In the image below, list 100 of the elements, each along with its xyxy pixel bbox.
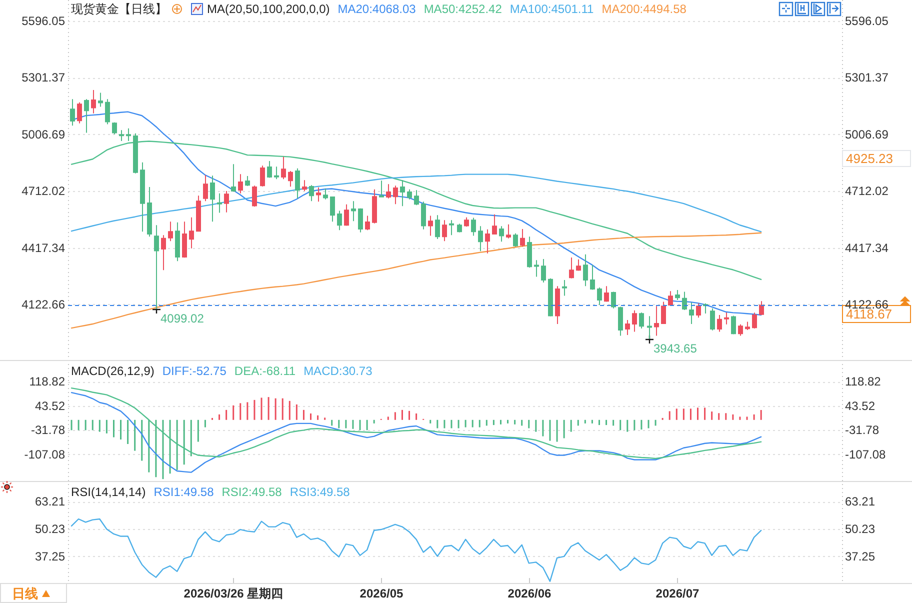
x-tick-label: 2026/05 xyxy=(360,586,404,600)
candlestick xyxy=(625,319,630,336)
candlestick xyxy=(569,256,574,279)
candlestick xyxy=(105,98,110,125)
x-tick-label: 2026/03/26 星期四 xyxy=(184,586,284,600)
candlestick xyxy=(337,210,342,231)
line-series xyxy=(70,174,762,232)
candlestick xyxy=(745,321,750,330)
y2-tick-label: 43.52 xyxy=(845,398,876,413)
y-tick-label: -107.08 xyxy=(24,447,66,462)
candlestick xyxy=(274,166,279,180)
candlestick xyxy=(583,254,588,287)
chart-title: RSI(14,14,14) xyxy=(71,485,146,499)
candlestick xyxy=(344,204,349,226)
candlestick xyxy=(400,180,405,207)
annotation: 4099.02 xyxy=(160,312,204,326)
candlestick xyxy=(449,220,454,236)
y2-tick-label: 4417.34 xyxy=(845,240,889,255)
candlestick xyxy=(84,98,89,134)
candlestick xyxy=(752,312,757,329)
chart-subtitle: MA(20,50,100,200,0,0) xyxy=(207,2,330,16)
candlestick xyxy=(288,170,293,188)
candlestick xyxy=(597,286,602,306)
candlestick xyxy=(302,180,307,192)
y2-tick-label: 50.23 xyxy=(845,522,876,536)
line-series xyxy=(70,518,762,582)
candlestick xyxy=(682,291,687,310)
line-series xyxy=(70,392,762,473)
candlestick xyxy=(513,232,518,248)
candlestick xyxy=(393,185,398,205)
candlestick xyxy=(471,217,476,236)
candlestick xyxy=(421,201,426,230)
candlestick xyxy=(562,279,567,296)
chart-title: MACD(26,12,9) xyxy=(71,364,154,378)
y2-tick-label: 118.82 xyxy=(845,374,882,389)
candlestick xyxy=(731,315,736,335)
candlestick xyxy=(534,260,539,278)
candlestick xyxy=(724,312,729,325)
candlestick xyxy=(372,188,377,224)
candlestick xyxy=(457,223,462,233)
candlestick xyxy=(639,312,644,329)
candlestick xyxy=(548,278,553,317)
y2-tick-label: 5596.05 xyxy=(845,14,889,28)
candlestick xyxy=(703,302,708,314)
text: DEA:-68.11 xyxy=(234,364,296,378)
annotation: MACD:30.73 xyxy=(304,364,373,378)
candlestick xyxy=(738,324,743,336)
candlestick xyxy=(604,286,609,302)
candlestick xyxy=(520,228,525,248)
candlestick xyxy=(224,190,229,213)
candlestick xyxy=(330,196,335,222)
candlestick xyxy=(91,90,96,114)
candlestick xyxy=(260,165,265,187)
y-tick-label: 5006.69 xyxy=(22,127,66,142)
candlestick xyxy=(203,174,208,202)
y2-tick-label: -31.78 xyxy=(845,423,880,438)
candlestick xyxy=(196,195,201,232)
candlestick xyxy=(717,314,722,332)
candlestick xyxy=(576,258,581,272)
candlestick xyxy=(618,306,623,336)
candlestick xyxy=(506,224,511,239)
y-tick-label: 50.23 xyxy=(34,522,66,536)
candlestick xyxy=(309,184,314,202)
candlestick xyxy=(632,310,637,332)
candlestick xyxy=(175,222,180,262)
line-series xyxy=(70,232,762,329)
candlestick xyxy=(386,184,391,199)
candlestick xyxy=(527,236,532,268)
y-tick-label: 43.52 xyxy=(34,398,66,413)
x-tick-label: 2026/07 xyxy=(656,586,700,600)
candlestick xyxy=(654,306,659,336)
candlestick xyxy=(555,286,560,325)
candlestick xyxy=(428,215,433,236)
y-tick-label: 5596.05 xyxy=(22,14,66,28)
text: 4925.23 xyxy=(846,151,893,166)
y-tick-label: 37.25 xyxy=(34,549,66,564)
candlestick xyxy=(238,174,243,194)
y2-tick-label: 63.21 xyxy=(845,494,876,509)
y-tick-label: 63.21 xyxy=(34,494,66,509)
candlestick xyxy=(492,214,497,235)
candlestick xyxy=(210,175,215,222)
candlestick xyxy=(499,226,504,242)
candlestick xyxy=(611,291,616,309)
y-tick-label: 5301.37 xyxy=(22,70,66,85)
candlestick xyxy=(77,102,82,124)
text: MA100:4501.11 xyxy=(510,2,594,16)
candlestick xyxy=(590,264,595,290)
candlestick xyxy=(217,192,222,214)
candlestick xyxy=(485,228,490,254)
x-tick-label: 2026/06 xyxy=(508,586,552,600)
candlestick xyxy=(189,216,194,249)
candlestick xyxy=(147,186,152,238)
y2-tick-label: 37.25 xyxy=(845,549,876,564)
candlestick xyxy=(379,180,384,198)
candlestick xyxy=(231,164,236,192)
candlestick xyxy=(675,289,680,300)
candlestick xyxy=(168,221,173,242)
y-tick-label: 4712.02 xyxy=(22,184,66,198)
candlestick xyxy=(140,162,145,232)
text: MA200:4494.58 xyxy=(602,2,687,16)
